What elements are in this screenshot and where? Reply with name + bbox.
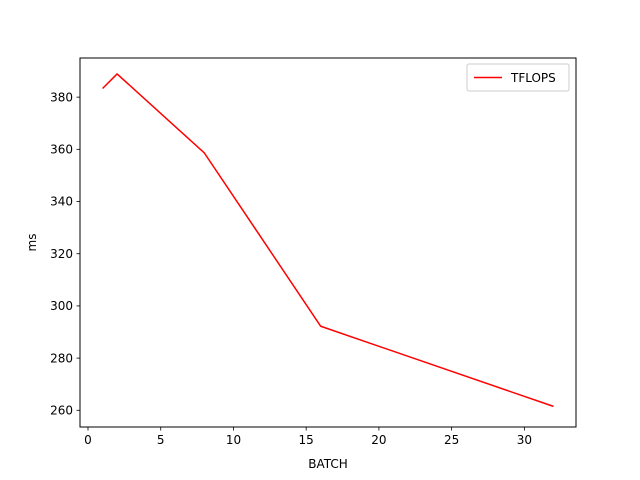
x-tick-label: 15 [299, 433, 314, 447]
legend: TFLOPS [466, 63, 570, 92]
x-axis-ticks: 0 5 10 15 20 25 30 [84, 427, 532, 447]
y-tick-label: 340 [50, 195, 73, 209]
plot-area [80, 58, 576, 427]
series-line-tflops [102, 73, 554, 408]
x-tick-label: 30 [517, 433, 532, 447]
y-axis-ticks: 260 280 300 320 340 360 380 [50, 90, 80, 417]
series-layer [102, 73, 554, 408]
y-tick-label: 280 [50, 351, 73, 365]
y-tick-label: 380 [50, 90, 73, 104]
x-tick-label: 20 [371, 433, 386, 447]
y-tick-label: 320 [50, 247, 73, 261]
y-tick-label: 360 [50, 143, 73, 157]
x-tick-label: 5 [157, 433, 165, 447]
legend-box [466, 63, 570, 92]
y-tick-label: 260 [50, 403, 73, 417]
plot-frame [79, 57, 577, 428]
x-tick-label: 10 [226, 433, 241, 447]
y-tick-label: 300 [50, 299, 73, 313]
x-tick-label: 0 [84, 433, 92, 447]
y-axis-label: ms [25, 234, 39, 252]
x-tick-label: 25 [444, 433, 459, 447]
legend-label-tflops: TFLOPS [510, 71, 556, 85]
x-axis-label: BATCH [308, 457, 348, 471]
